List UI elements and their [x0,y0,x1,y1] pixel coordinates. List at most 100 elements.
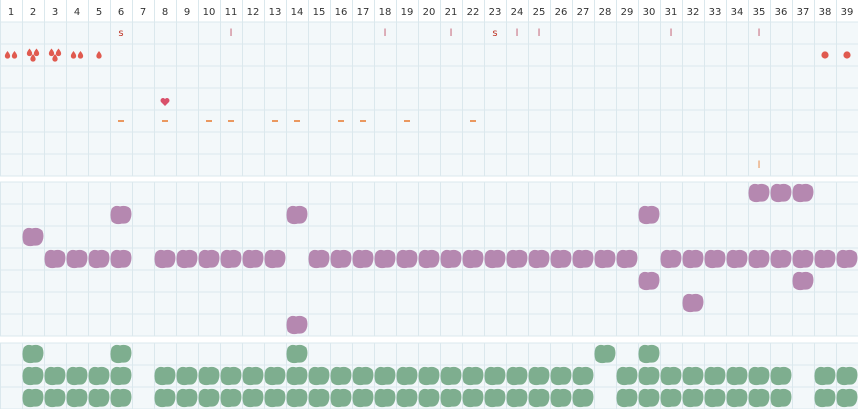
dash [228,120,234,122]
note: l [758,160,761,171]
mucus-blob [792,271,814,291]
day-number: 19 [401,7,414,18]
sensation-blob [484,388,506,408]
sensation-blob [396,388,418,408]
blood-drop [55,48,62,57]
blood-drop [30,54,36,62]
dash [272,120,278,122]
sensation-blob [154,388,176,408]
day-number: 4 [74,7,80,18]
sensation-blob [220,366,242,386]
sensation-blob [462,366,484,386]
mucus-blob [770,183,792,203]
sensation-blob [616,366,638,386]
sensation-blob [814,366,836,386]
mucus-blob [66,249,88,269]
sensation-blob [242,366,264,386]
mucus-blob [462,249,484,269]
mucus-blob [242,249,264,269]
dash [162,120,168,122]
sensation-blob [704,388,726,408]
mucus-blob [264,249,286,269]
mucus-blob [154,249,176,269]
sensation-blob [682,388,704,408]
day-number: 3 [52,7,58,18]
sensation-blob [110,366,132,386]
day-number: 33 [709,7,722,18]
mucus-blob [374,249,396,269]
day-number: 14 [291,7,304,18]
header-bg [0,0,858,22]
note: l [516,28,519,39]
sensation-blob [308,366,330,386]
sensation-blob [682,366,704,386]
day-number: 36 [775,7,788,18]
sensation-blob [66,366,88,386]
mucus-blob [814,249,836,269]
mucus-blob [484,249,506,269]
day-number: 21 [445,7,458,18]
sensation-blob [594,344,616,364]
sensation-blob [440,366,462,386]
dash [360,120,366,122]
mucus-blob [220,249,242,269]
note: l [538,28,541,39]
day-number: 31 [665,7,678,18]
note: l [384,28,387,39]
day-number: 16 [335,7,348,18]
blood-drop [96,51,102,59]
mucus-blob [682,293,704,313]
blood-drop [11,51,18,59]
blood-drop [26,48,33,57]
mucus-blob [836,249,858,269]
mucus-blob [506,249,528,269]
mucus-blob [440,249,462,269]
note: l [670,28,673,39]
mucus-blob [352,249,374,269]
blood-drop [4,51,11,59]
day-number: 34 [731,7,744,18]
mucus-blob [550,249,572,269]
mucus-blob [418,249,440,269]
mucus-blob [704,249,726,269]
dash [404,120,410,122]
day-number: 8 [162,7,168,18]
blood-drop [48,48,55,57]
sensation-blob [572,366,594,386]
day-number: 27 [577,7,590,18]
day-number: 12 [247,7,260,18]
dash [338,120,344,122]
sensation-blob [550,366,572,386]
day-number: 9 [184,7,190,18]
mucus-blob [308,249,330,269]
day-number: 24 [511,7,524,18]
spotting-dot [821,51,829,59]
mucus-blob [110,205,132,225]
sensation-blob [396,366,418,386]
note: s [492,28,497,39]
mucus-blob [198,249,220,269]
mucus-blob [396,249,418,269]
mucus-blob [682,249,704,269]
sensation-blob [374,366,396,386]
mucus-blob [792,249,814,269]
mucus-blob [572,249,594,269]
day-number: 38 [819,7,832,18]
note: l [230,28,233,39]
sensation-blob [176,366,198,386]
day-number: 30 [643,7,656,18]
sensation-blob [308,388,330,408]
day-number: 17 [357,7,370,18]
sensation-blob [220,388,242,408]
sensation-blob [572,388,594,408]
sensation-blob [616,388,638,408]
mucus-blob [176,249,198,269]
day-number: 7 [140,7,146,18]
sensation-blob [638,344,660,364]
mucus-blob [330,249,352,269]
sensation-blob [286,388,308,408]
heart [160,98,170,106]
mucus-blob [748,183,770,203]
sensation-blob [44,366,66,386]
sensation-blob [110,388,132,408]
